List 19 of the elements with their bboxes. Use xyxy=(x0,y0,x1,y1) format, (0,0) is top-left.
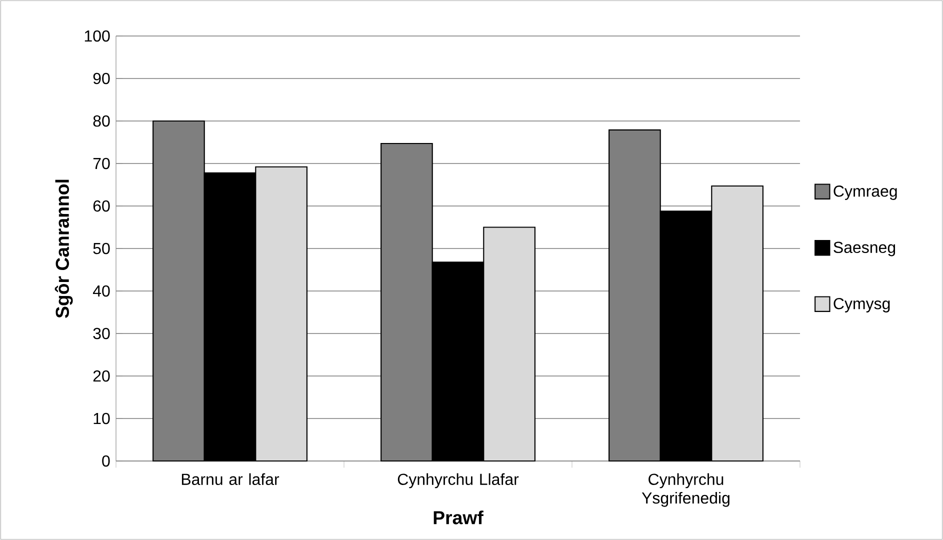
y-tick-label: 30 xyxy=(93,328,110,340)
y-tick-label: 100 xyxy=(84,30,110,42)
y-tick-label: 40 xyxy=(92,285,110,297)
x-tick-label: Cynhyrchu Ysgrifenedig xyxy=(642,473,730,507)
y-axis-title: Sgôr Canrannol xyxy=(54,180,73,318)
y-tick-label: 10 xyxy=(94,412,110,424)
y-tick-label: 20 xyxy=(93,370,110,382)
y-tick-label: 80 xyxy=(93,115,110,127)
x-tick-label: Barnu ar lafar xyxy=(182,473,280,486)
y-tick-label: 0 xyxy=(102,455,110,467)
legend-label: Saesneg xyxy=(834,242,896,256)
x-tick-label: Cynhyrchu Llafar xyxy=(398,473,519,488)
y-tick-label: 70 xyxy=(93,158,110,170)
legend-label: Cymysg xyxy=(834,298,890,312)
y-tick-label: 60 xyxy=(93,200,110,212)
y-tick-label: 90 xyxy=(93,72,110,84)
y-tick-label: 50 xyxy=(93,242,110,254)
legend-label: Cymraeg xyxy=(834,185,897,200)
x-axis-title: Prawf xyxy=(434,510,484,524)
